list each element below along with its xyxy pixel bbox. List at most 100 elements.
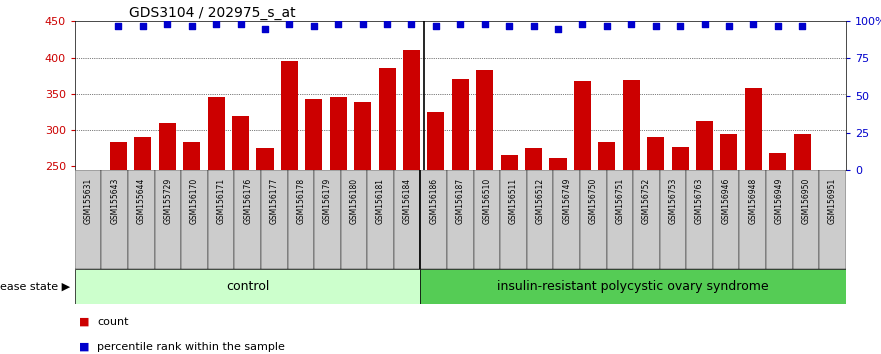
Text: GSM156950: GSM156950 [802, 178, 811, 224]
Bar [671, 147, 689, 170]
Bar [181, 170, 208, 269]
Text: disease state ▶: disease state ▶ [0, 282, 70, 292]
Bar [633, 170, 660, 269]
Bar [208, 170, 234, 269]
Text: GSM156749: GSM156749 [562, 178, 571, 224]
Point [625, 21, 639, 27]
Text: GSM156178: GSM156178 [296, 178, 306, 224]
Bar [287, 170, 315, 269]
Point [600, 23, 614, 29]
Text: GSM156187: GSM156187 [455, 178, 465, 224]
Point [282, 21, 296, 27]
Text: GSM156186: GSM156186 [429, 178, 438, 224]
Text: count: count [97, 317, 129, 327]
Point [575, 21, 589, 27]
Bar [341, 170, 367, 269]
Point [136, 23, 150, 29]
Bar [696, 121, 713, 170]
Bar [598, 142, 615, 170]
Point [380, 21, 394, 27]
Point [185, 23, 199, 29]
Text: percentile rank within the sample: percentile rank within the sample [97, 342, 285, 352]
Bar [721, 135, 737, 170]
Bar [183, 142, 200, 170]
Text: GSM156511: GSM156511 [509, 178, 518, 224]
Text: control: control [226, 280, 270, 293]
Text: GSM156948: GSM156948 [748, 178, 758, 224]
Text: GSM156170: GSM156170 [190, 178, 199, 224]
Point [258, 26, 272, 32]
Text: GSM156184: GSM156184 [403, 178, 411, 224]
Text: GSM156510: GSM156510 [483, 178, 492, 224]
Text: GSM156176: GSM156176 [243, 178, 252, 224]
Bar [101, 170, 128, 269]
Bar [574, 81, 591, 170]
Bar [452, 79, 469, 170]
Bar [110, 142, 127, 170]
Bar [329, 97, 347, 170]
Bar [527, 170, 553, 269]
Bar [477, 70, 493, 170]
Point [209, 21, 223, 27]
Text: GSM156751: GSM156751 [615, 178, 625, 224]
Bar [281, 61, 298, 170]
Text: ■: ■ [79, 342, 90, 352]
Bar [75, 170, 101, 269]
Bar [794, 134, 811, 170]
Bar [234, 170, 261, 269]
Bar [447, 170, 474, 269]
Bar [420, 170, 447, 269]
Text: GSM156763: GSM156763 [695, 178, 704, 224]
Bar [75, 269, 420, 304]
Bar [208, 97, 225, 170]
Point [429, 23, 443, 29]
Bar [403, 50, 420, 170]
Point [478, 21, 492, 27]
Bar [606, 170, 633, 269]
Text: GSM156946: GSM156946 [722, 178, 730, 224]
Point [111, 23, 125, 29]
Point [233, 21, 248, 27]
Text: GSM156171: GSM156171 [217, 178, 226, 224]
Bar [769, 153, 787, 170]
Bar [315, 170, 341, 269]
Point [796, 23, 810, 29]
Text: GSM156181: GSM156181 [376, 178, 385, 224]
Text: GSM155644: GSM155644 [137, 178, 146, 224]
Bar [427, 112, 444, 170]
Text: GSM156750: GSM156750 [589, 178, 597, 224]
Bar [819, 170, 846, 269]
Bar [525, 148, 542, 170]
Text: GSM156177: GSM156177 [270, 178, 278, 224]
Point [331, 21, 345, 27]
Bar [474, 170, 500, 269]
Text: GSM155631: GSM155631 [84, 178, 93, 224]
Bar [155, 170, 181, 269]
Bar [420, 269, 846, 304]
Point [160, 21, 174, 27]
Bar [553, 170, 580, 269]
Point [307, 23, 321, 29]
Point [454, 21, 468, 27]
Point [404, 21, 418, 27]
Bar [306, 99, 322, 170]
Point [648, 23, 663, 29]
Bar [261, 170, 287, 269]
Bar [159, 123, 176, 170]
Text: GSM156752: GSM156752 [642, 178, 651, 224]
Text: GSM155643: GSM155643 [110, 178, 119, 224]
Bar [128, 170, 155, 269]
Bar [367, 170, 394, 269]
Bar [648, 137, 664, 170]
Text: GDS3104 / 202975_s_at: GDS3104 / 202975_s_at [129, 6, 295, 20]
Text: GSM155729: GSM155729 [163, 178, 173, 224]
Bar [256, 148, 273, 170]
Bar [686, 170, 713, 269]
Bar [134, 137, 152, 170]
Bar [739, 170, 766, 269]
Bar [766, 170, 793, 269]
Bar [232, 115, 249, 170]
Bar [623, 80, 640, 170]
Point [502, 23, 516, 29]
Bar [550, 158, 566, 170]
